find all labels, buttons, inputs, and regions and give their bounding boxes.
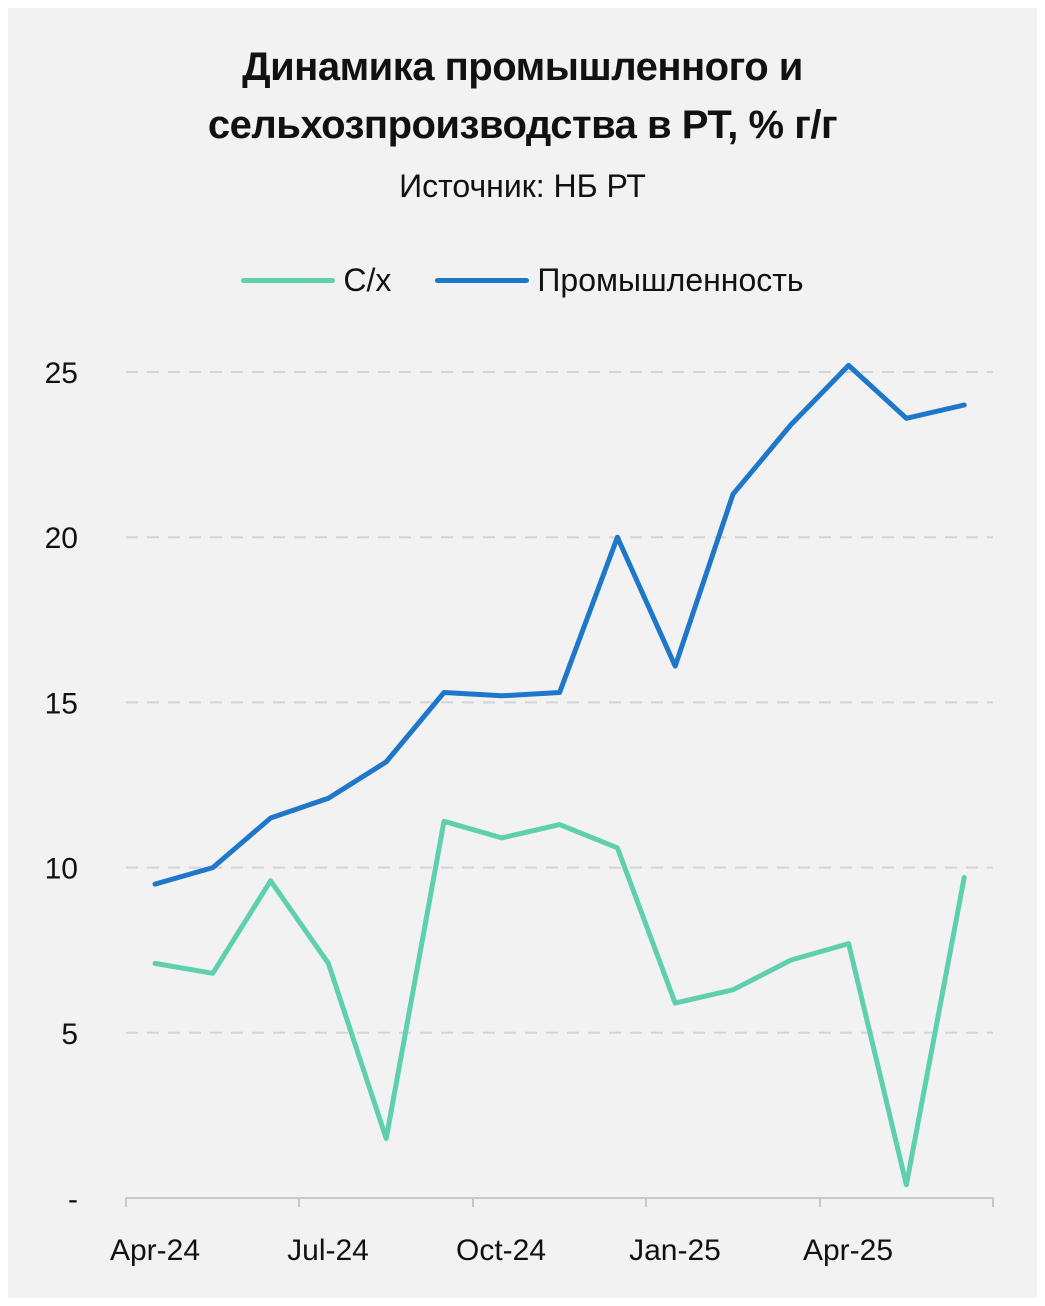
series-line-agriculture	[152, 818, 967, 1188]
y-tick-label: -	[68, 1183, 78, 1216]
legend-swatch-industry	[435, 278, 530, 283]
y-tick-label: 5	[61, 1018, 78, 1051]
chart-subtitle: Источник: НБ РТ	[399, 168, 646, 204]
y-tick-label: 10	[45, 853, 78, 886]
chart-title: Динамика промышленного и сельхозпроизвод…	[0, 38, 1045, 154]
axes	[125, 1197, 994, 1207]
grid-lines	[126, 371, 993, 1034]
chart-legend: С/х Промышленность	[0, 262, 1045, 299]
series-lines	[152, 362, 967, 1188]
x-tick-label: Jul-24	[287, 1234, 369, 1267]
tick-labels: - 5 10 15 20 25 Apr-24 Jul-24 Oct-24 Jan-25 Apr-25	[45, 357, 893, 1267]
y-tick-label: 25	[45, 357, 78, 390]
series-line-industry	[152, 362, 967, 887]
x-tick-label: Oct-24	[456, 1234, 546, 1267]
x-tick-label: Jan-25	[629, 1234, 721, 1267]
y-tick-label: 15	[45, 687, 78, 720]
y-tick-label: 20	[45, 522, 78, 555]
legend-item-agriculture: С/х	[241, 262, 391, 299]
chart-title-line-1: Динамика промышленного и	[242, 45, 803, 89]
x-tick-label: Apr-25	[803, 1234, 893, 1267]
x-tick-label: Apr-24	[110, 1234, 200, 1267]
legend-swatch-agriculture	[241, 278, 336, 283]
legend-label-agriculture: С/х	[343, 262, 392, 298]
chart-card	[8, 8, 1037, 1298]
chart-title-line-2: сельхозпроизводства в РТ, % г/г	[207, 103, 838, 147]
legend-label-industry: Промышленность	[537, 262, 804, 298]
legend-item-industry: Промышленность	[435, 262, 804, 299]
